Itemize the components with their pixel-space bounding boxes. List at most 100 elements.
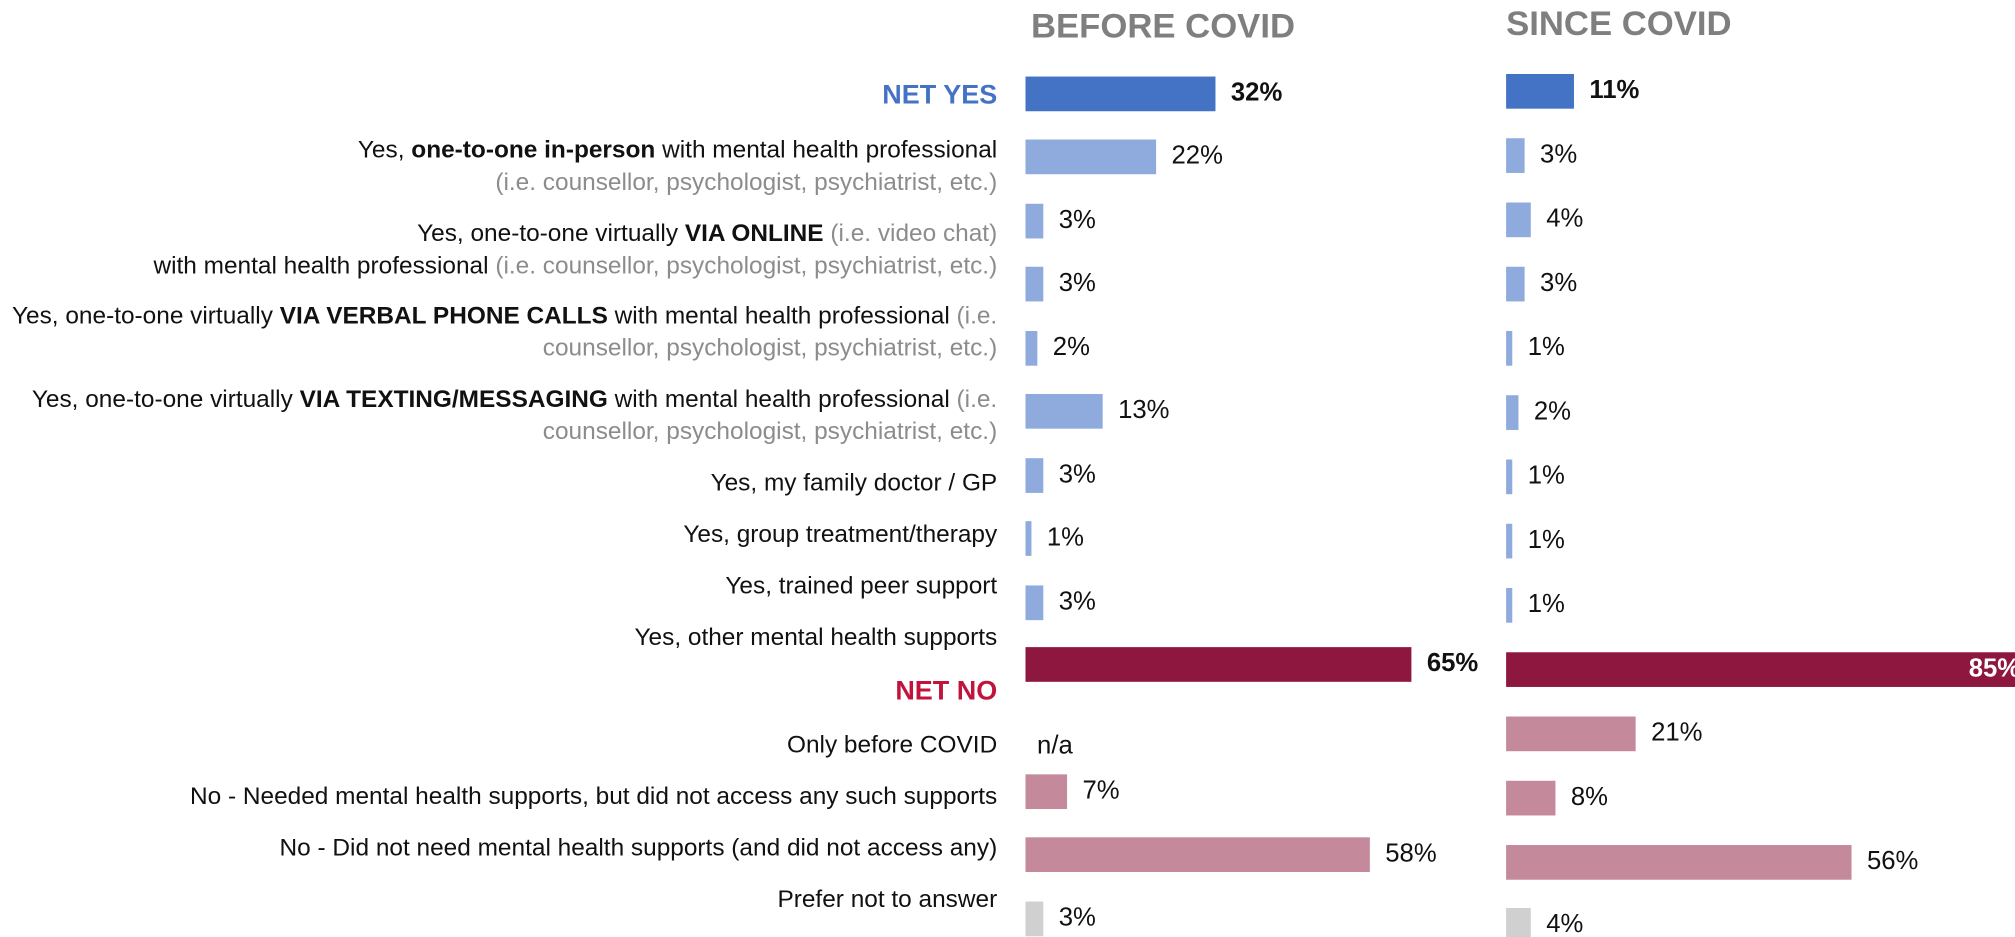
value-label: 32% (1231, 79, 1283, 107)
value-label: 85% (1969, 654, 2015, 682)
bar (1506, 330, 1513, 366)
label-part: Yes, group treatment/therapy (683, 521, 998, 548)
value-label: 4% (1546, 205, 1583, 233)
label-part: (i.e. (957, 386, 998, 413)
category-label: Yes, one-to-one virtually VIA VERBAL PHO… (12, 303, 997, 330)
bar (1506, 780, 1556, 816)
label-part: NET YES (882, 80, 997, 110)
label-part: (i.e. video chat) (824, 221, 998, 248)
category-label: NET YES (882, 80, 997, 110)
bar (1025, 647, 1412, 682)
category-label: Only before COVID (787, 732, 997, 759)
category-label: Yes, trained peer support (725, 573, 997, 600)
category-label: Yes, group treatment/therapy (683, 521, 998, 548)
bar (1506, 73, 1574, 109)
value-label: 3% (1059, 269, 1096, 297)
category-label: Yes, my family doctor / GP (711, 470, 998, 497)
label-part: Yes, (358, 137, 411, 164)
label-part: VIA VERBAL PHONE CALLS (280, 303, 608, 330)
label-part: VIA TEXTING/MESSAGING (300, 386, 608, 413)
category-label: counsellor, psychologist, psychiatrist, … (543, 419, 997, 446)
value-label: 8% (1571, 783, 1608, 811)
bar (1025, 521, 1032, 556)
label-part: with mental health professional (655, 137, 997, 164)
value-label: 11% (1589, 76, 1639, 104)
panel-title: SINCE COVID (1506, 5, 1732, 43)
value-label: 3% (1540, 140, 1577, 168)
value-label: 3% (1059, 904, 1096, 932)
bar (1506, 716, 1636, 752)
value-label: 3% (1540, 269, 1577, 297)
category-label: counsellor, psychologist, psychiatrist, … (543, 335, 997, 362)
bar (1506, 845, 1852, 880)
bar (1506, 138, 1525, 173)
value-label: 1% (1528, 462, 1565, 490)
label-part: Yes, one-to-one virtually (12, 303, 280, 330)
value-label: 1% (1528, 333, 1565, 361)
label-part: one-to-one in-person (411, 137, 655, 164)
bar (1506, 266, 1525, 302)
label-part: with mental health professional (608, 386, 957, 413)
label-part: No - Did not need mental health supports… (280, 835, 998, 862)
bar (1506, 395, 1519, 430)
bar (1025, 330, 1038, 366)
label-part: No - Needed mental health supports, but … (190, 784, 997, 811)
bar (1506, 523, 1513, 559)
category-label: (i.e. counsellor, psychologist, psychiat… (495, 169, 997, 196)
label-part: with mental health professional (152, 253, 495, 280)
bar (1506, 652, 2015, 687)
bar (1025, 139, 1157, 175)
value-label: 22% (1172, 142, 1223, 170)
label-part: Yes, one-to-one virtually (32, 386, 300, 413)
value-label: 3% (1059, 460, 1096, 488)
category-label: Prefer not to answer (777, 886, 997, 913)
bar (1506, 588, 1513, 623)
value-label: 65% (1427, 649, 1479, 677)
bar (1025, 266, 1044, 302)
value-label: 3% (1059, 588, 1096, 616)
category-label: Yes, one-to-one virtually VIA ONLINE (i.… (417, 221, 997, 248)
label-part: Yes, other mental health supports (635, 624, 998, 651)
bar (1025, 393, 1103, 429)
value-label: 2% (1053, 333, 1090, 361)
bar (1025, 901, 1044, 937)
bar (1506, 459, 1513, 495)
value-label: 58% (1385, 839, 1436, 867)
value-label: 13% (1118, 396, 1169, 424)
label-part: NET NO (895, 676, 997, 706)
bar (1025, 837, 1370, 873)
value-label: 7% (1082, 776, 1119, 804)
category-label: Yes, one-to-one virtually VIA TEXTING/ME… (32, 386, 997, 413)
bar (1506, 907, 1531, 937)
value-label: 3% (1059, 206, 1096, 234)
category-label: No - Needed mental health supports, but … (190, 784, 997, 811)
value-label: 1% (1528, 526, 1565, 554)
label-part: (i.e. counsellor, psychologist, psychiat… (495, 169, 997, 196)
value-label: 1% (1528, 590, 1565, 618)
label-part: with mental health professional (608, 303, 957, 330)
category-label: with mental health professional (i.e. co… (152, 253, 997, 280)
category-label: NET NO (895, 676, 997, 706)
bar (1025, 203, 1044, 239)
label-part: (i.e. (957, 303, 998, 330)
label-part: (i.e. counsellor, psychologist, psychiat… (495, 253, 997, 280)
label-part: VIA ONLINE (685, 221, 824, 248)
value-label: 1% (1047, 523, 1084, 551)
value-label: n/a (1037, 732, 1073, 760)
bar (1506, 202, 1531, 238)
label-part: Only before COVID (787, 732, 997, 759)
label-part: Yes, trained peer support (725, 573, 997, 600)
value-label: 4% (1546, 910, 1583, 937)
category-label: No - Did not need mental health supports… (280, 835, 998, 862)
label-part: Yes, my family doctor / GP (711, 470, 998, 497)
bar (1025, 585, 1044, 621)
value-label: 56% (1867, 847, 1918, 875)
bar (1025, 774, 1068, 810)
category-label: Yes, one-to-one in-person with mental he… (358, 137, 997, 164)
label-part: Yes, one-to-one virtually (417, 221, 685, 248)
label-part: counsellor, psychologist, psychiatrist, … (543, 335, 997, 362)
bar (1025, 458, 1044, 493)
value-label: 21% (1651, 719, 1702, 747)
label-part: counsellor, psychologist, psychiatrist, … (543, 419, 997, 446)
